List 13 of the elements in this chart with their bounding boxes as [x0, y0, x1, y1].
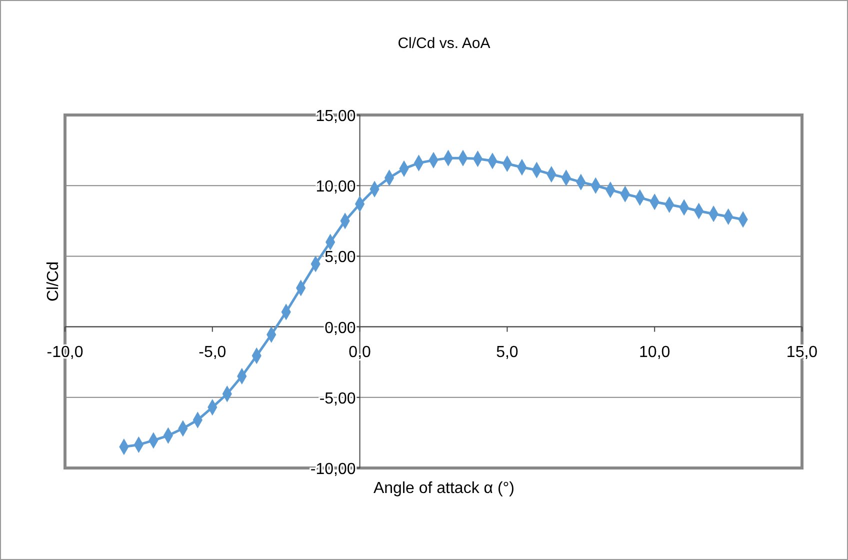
x-tick-label: 5,0: [496, 344, 518, 361]
y-tick-label: -10,00: [310, 461, 356, 478]
y-tick-label: -5,00: [319, 390, 356, 408]
x-tick-label: -5,0: [198, 344, 226, 361]
x-tick-label: -10,0: [46, 344, 84, 361]
y-tick-label: 15,00: [316, 108, 356, 125]
chart-title: Cl/Cd vs. AoA: [398, 35, 490, 52]
x-tick-label: 15,0: [786, 344, 818, 361]
y-tick-label: 10,00: [316, 178, 356, 196]
y-axis-title: Cl/Cd: [45, 261, 62, 302]
x-tick-label: 10,0: [639, 344, 670, 361]
x-axis-title: Angle of attack α (°): [373, 480, 515, 497]
y-tick-label: 5,00: [324, 249, 356, 266]
